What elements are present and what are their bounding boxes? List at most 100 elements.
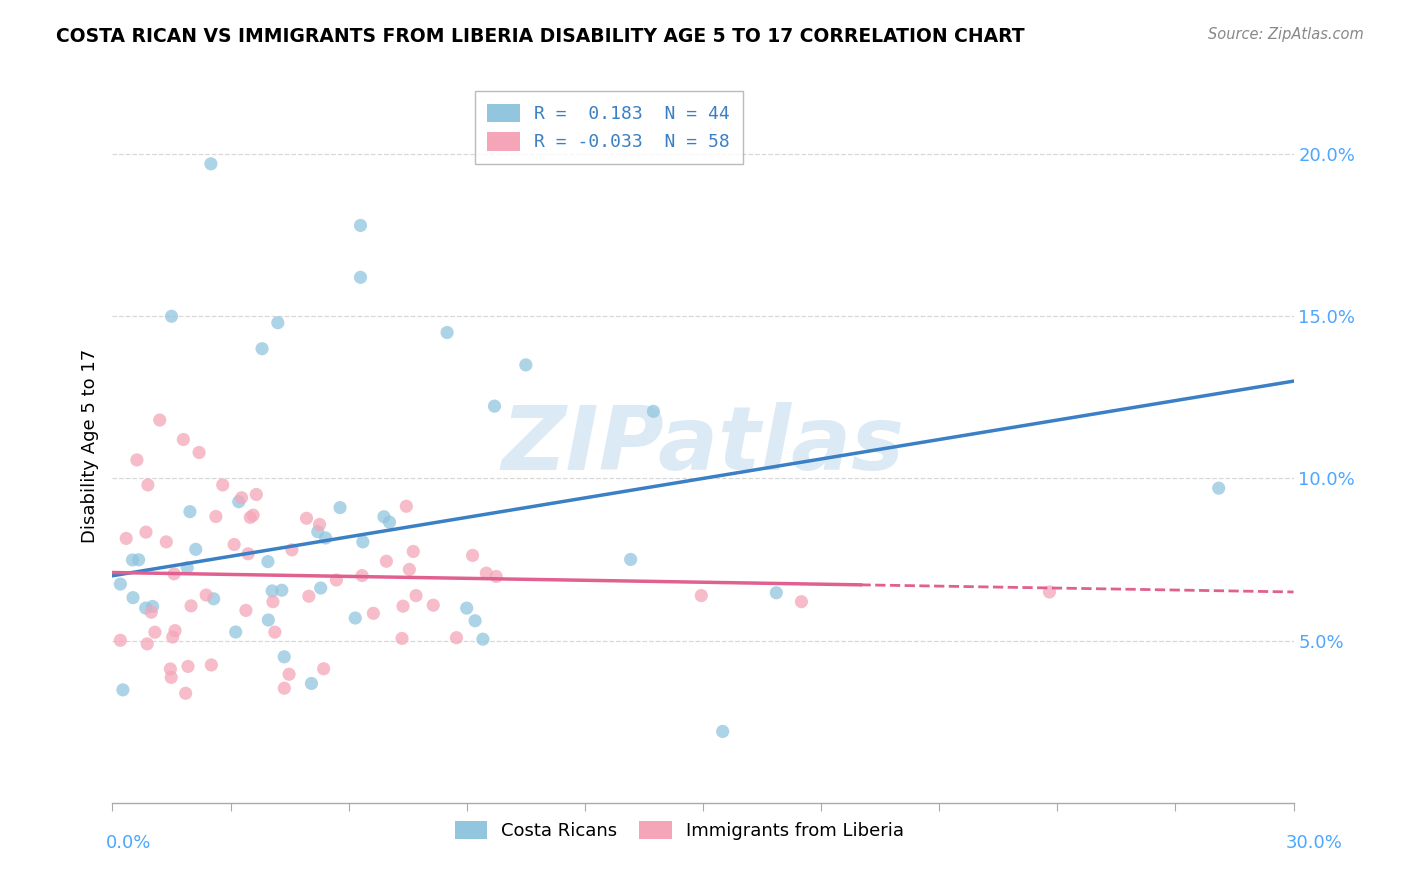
Point: [344, 611, 367, 625]
Point: [177, 659, 200, 673]
Point: [179, 505, 201, 519]
Point: [245, 487, 267, 501]
Point: [309, 581, 332, 595]
Point: [373, 509, 395, 524]
Point: [278, 667, 301, 681]
Point: [205, 509, 228, 524]
Point: [121, 553, 143, 567]
Text: Source: ZipAtlas.com: Source: ZipAtlas.com: [1208, 27, 1364, 42]
Point: [352, 535, 374, 549]
Legend: Costa Ricans, Immigrants from Liberia: Costa Ricans, Immigrants from Liberia: [447, 814, 911, 847]
Point: [273, 649, 295, 664]
Point: [162, 630, 184, 644]
Point: [236, 547, 259, 561]
Text: COSTA RICAN VS IMMIGRANTS FROM LIBERIA DISABILITY AGE 5 TO 17 CORRELATION CHART: COSTA RICAN VS IMMIGRANTS FROM LIBERIA D…: [56, 27, 1025, 45]
Point: [110, 577, 132, 591]
Text: ZIPatlas: ZIPatlas: [502, 402, 904, 490]
Point: [446, 631, 468, 645]
Point: [172, 433, 194, 447]
Point: [464, 614, 486, 628]
Point: [690, 589, 713, 603]
Point: [160, 670, 183, 684]
Point: [405, 589, 427, 603]
Point: [231, 491, 253, 505]
Point: [308, 517, 330, 532]
Point: [422, 598, 444, 612]
Point: [485, 569, 508, 583]
Point: [391, 632, 413, 646]
Point: [136, 637, 159, 651]
Point: [475, 566, 498, 581]
Point: [149, 413, 172, 427]
Point: [329, 500, 352, 515]
Point: [136, 478, 159, 492]
Point: [195, 588, 218, 602]
Point: [225, 625, 247, 640]
Point: [325, 573, 347, 587]
Point: [163, 566, 186, 581]
Point: [620, 552, 643, 566]
Point: [142, 599, 165, 614]
Point: [200, 657, 222, 672]
Point: [267, 316, 290, 330]
Point: [228, 494, 250, 508]
Point: [375, 554, 398, 568]
Point: [184, 542, 207, 557]
Text: 0.0%: 0.0%: [105, 834, 150, 852]
Point: [202, 591, 225, 606]
Point: [115, 532, 138, 546]
Point: [312, 662, 335, 676]
Point: [484, 399, 506, 413]
Point: [398, 562, 420, 576]
Point: [273, 681, 295, 696]
Point: [352, 568, 374, 582]
Point: [643, 404, 665, 418]
Point: [155, 534, 177, 549]
Point: [270, 583, 292, 598]
Point: [281, 542, 304, 557]
Point: [471, 632, 494, 647]
Point: [395, 500, 418, 514]
Point: [135, 601, 157, 615]
Y-axis label: Disability Age 5 to 17: Disability Age 5 to 17: [80, 349, 98, 543]
Point: [262, 583, 284, 598]
Point: [211, 478, 233, 492]
Point: [257, 613, 280, 627]
Point: [110, 633, 132, 648]
Point: [239, 510, 262, 524]
Point: [242, 508, 264, 523]
Point: [515, 358, 537, 372]
Point: [711, 724, 734, 739]
Point: [122, 591, 145, 605]
Point: [456, 601, 478, 615]
Point: [298, 589, 321, 603]
Point: [235, 603, 257, 617]
Point: [1208, 481, 1230, 495]
Point: [363, 607, 385, 621]
Point: [176, 560, 198, 574]
Point: [790, 595, 813, 609]
Point: [174, 686, 197, 700]
Point: [461, 549, 484, 563]
Point: [1038, 585, 1060, 599]
Point: [250, 342, 273, 356]
Point: [111, 682, 134, 697]
Point: [128, 553, 150, 567]
Point: [188, 445, 211, 459]
Point: [180, 599, 202, 613]
Point: [125, 453, 148, 467]
Point: [349, 270, 371, 285]
Point: [436, 326, 458, 340]
Point: [307, 524, 329, 539]
Text: 30.0%: 30.0%: [1286, 834, 1343, 852]
Point: [349, 219, 371, 233]
Point: [200, 157, 222, 171]
Point: [263, 625, 285, 640]
Point: [257, 555, 280, 569]
Point: [159, 662, 181, 676]
Point: [402, 544, 425, 558]
Point: [301, 676, 323, 690]
Point: [392, 599, 415, 614]
Point: [165, 624, 187, 638]
Point: [135, 525, 157, 540]
